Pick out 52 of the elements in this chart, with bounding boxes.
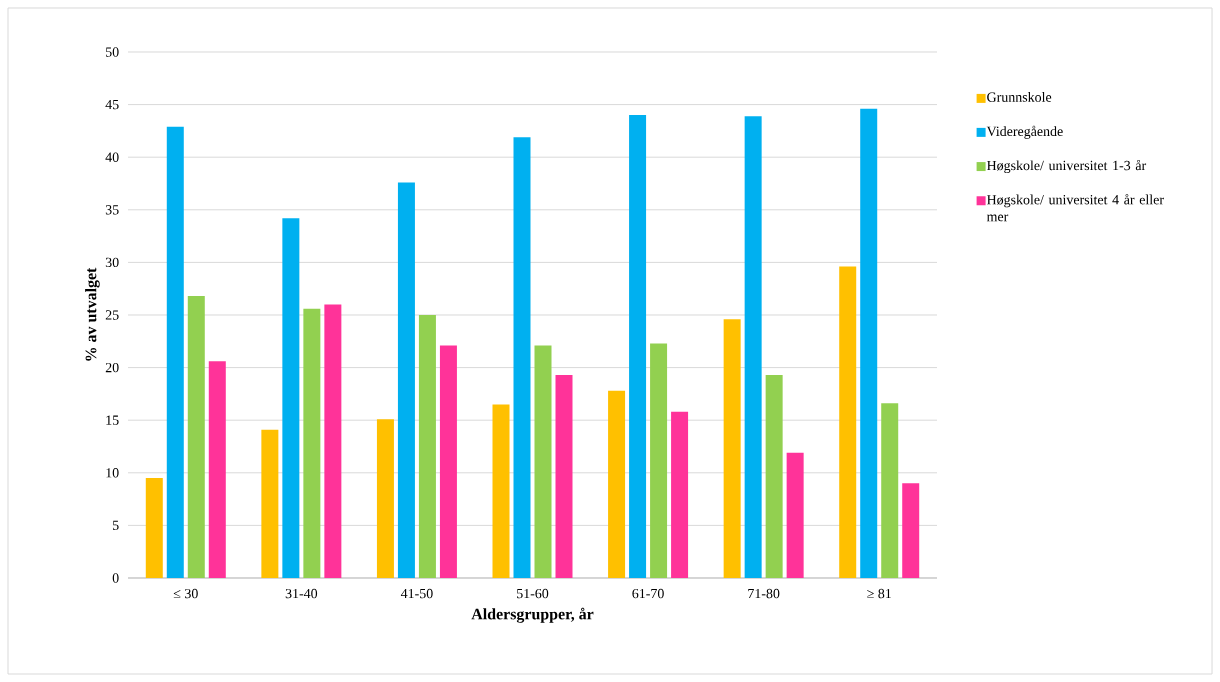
bar <box>261 429 279 578</box>
bar <box>839 266 857 578</box>
bar <box>534 345 552 578</box>
bar <box>671 411 689 578</box>
y-tick-label: 15 <box>106 415 119 425</box>
x-tick-label: 31-40 <box>285 588 318 599</box>
bar <box>439 345 457 578</box>
y-tick-label: 0 <box>112 573 119 583</box>
legend-label: Høgskole/ universitet 4 år eller mer <box>986 194 1164 222</box>
bar <box>324 304 342 578</box>
bar <box>397 182 415 578</box>
bar <box>786 452 804 578</box>
x-tick-label: 41-50 <box>400 588 433 599</box>
y-tick-label: 30 <box>105 257 119 268</box>
bar <box>303 308 321 578</box>
x-tick-label: ≤ 30 <box>173 588 198 599</box>
x-tick-label: 61-70 <box>632 588 664 599</box>
x-axis-title: Aldersgrupper, år <box>471 607 594 623</box>
bar <box>187 296 205 578</box>
x-tick-label: 51-60 <box>517 588 549 599</box>
y-tick-label: 45 <box>105 99 119 110</box>
bar <box>513 137 531 578</box>
bar <box>608 390 626 578</box>
bar <box>902 483 920 578</box>
bar <box>282 218 300 578</box>
bar <box>208 361 226 578</box>
y-tick-label: 5 <box>112 520 119 531</box>
y-tick-label: 25 <box>105 310 119 320</box>
legend-label: Grunnskole <box>987 92 1052 102</box>
bar <box>881 403 899 578</box>
x-tick-label: ≥ 81 <box>867 588 891 599</box>
x-tick-label: 71-80 <box>748 588 780 599</box>
y-tick-label: 40 <box>105 152 119 162</box>
bar <box>765 374 783 578</box>
y-tick-label: 20 <box>105 362 119 373</box>
bar <box>166 126 184 578</box>
bar <box>650 343 668 578</box>
legend-label: Videregående <box>986 125 1063 139</box>
y-tick-label: 35 <box>105 205 119 215</box>
bar <box>145 478 163 578</box>
y-tick-label: 50 <box>106 47 119 57</box>
legend-label: Høgskole/ universitet 1-3 år <box>987 159 1147 174</box>
y-axis-title: % av utvalget <box>85 267 100 361</box>
bar <box>723 319 741 578</box>
bar <box>492 404 510 578</box>
bar <box>418 315 436 578</box>
bar <box>376 419 394 578</box>
bar <box>629 115 647 578</box>
bar <box>744 116 762 578</box>
bar <box>555 374 573 578</box>
y-tick-label: 10 <box>106 468 119 478</box>
bar <box>860 108 878 578</box>
